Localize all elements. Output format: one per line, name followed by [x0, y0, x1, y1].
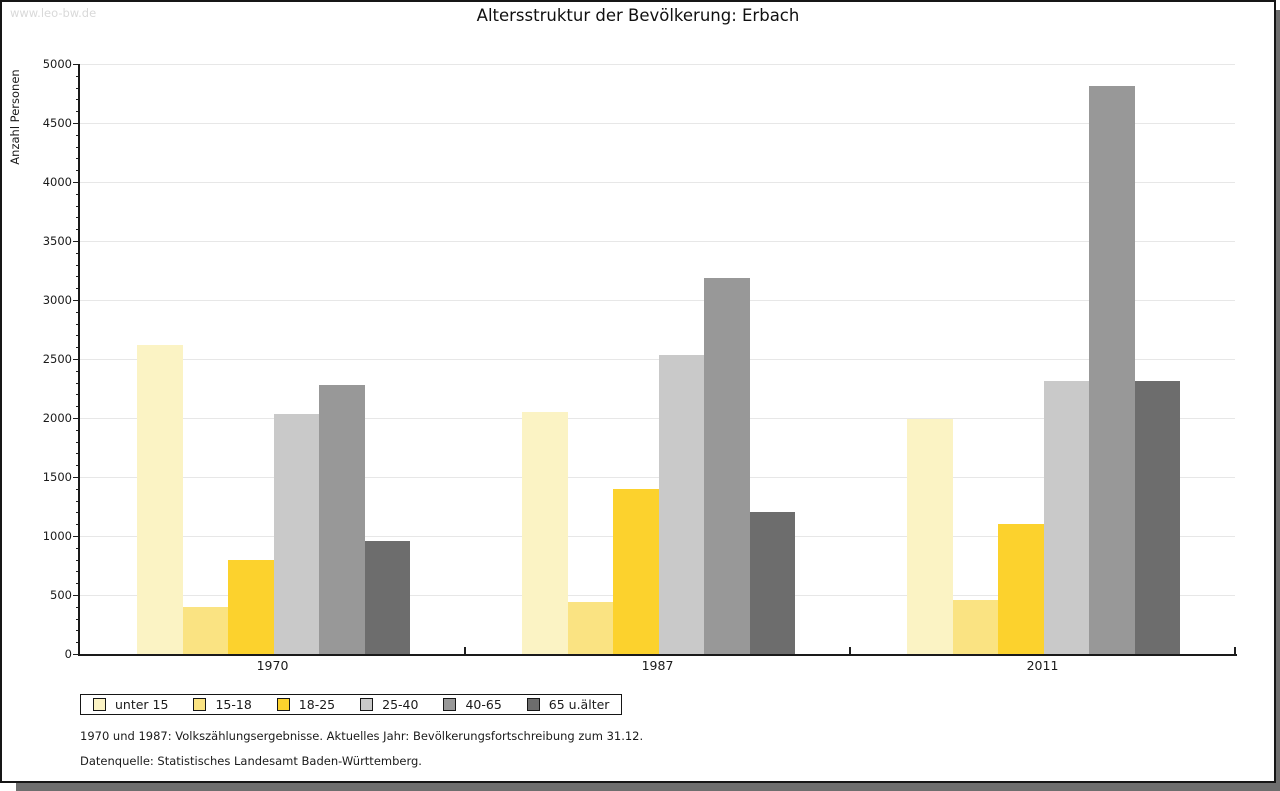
- footnote-line-2: Datenquelle: Statistisches Landesamt Bad…: [80, 754, 422, 768]
- x-category-label: 1970: [256, 658, 289, 673]
- legend-swatch: [193, 698, 207, 711]
- y-tick-label: 3500: [42, 234, 72, 248]
- chart-title: Altersstruktur der Bevölkerung: Erbach: [476, 6, 800, 25]
- y-major-tick: [73, 64, 80, 65]
- legend: unter 15 15-18 18-25 25-40 40-65 65 u.älter: [80, 694, 623, 715]
- bar-2011-25-40: [1043, 381, 1089, 654]
- bar-2011-15-18: [952, 600, 998, 654]
- gridline: [80, 300, 1235, 301]
- x-axis-line: [78, 654, 1237, 656]
- bar-1987-65-u.älter: [749, 512, 795, 654]
- gridline: [80, 418, 1235, 419]
- bar-1987-40-65: [704, 277, 750, 654]
- bar-1987-15-18: [567, 602, 613, 654]
- x-group-tick: [1234, 647, 1236, 654]
- x-group-tick: [849, 647, 851, 654]
- legend-item: unter 15: [93, 697, 168, 712]
- legend-swatch: [276, 698, 290, 711]
- legend-swatch: [526, 698, 540, 711]
- watermark: www.leo-bw.de: [10, 6, 97, 20]
- y-tick-label: 2500: [42, 352, 72, 366]
- gridline: [80, 477, 1235, 478]
- legend-item: 40-65: [443, 697, 502, 712]
- gridline: [80, 123, 1235, 124]
- bar-1970-unter-15: [137, 344, 183, 654]
- y-tick-label: 4500: [42, 116, 72, 130]
- y-tick-label: 1000: [42, 529, 72, 543]
- x-group-tick: [464, 647, 466, 654]
- y-axis-title: Anzahl Personen: [8, 69, 22, 165]
- legend-item: 18-25: [276, 697, 336, 712]
- legend-item: 15-18: [193, 697, 252, 712]
- y-major-tick: [73, 300, 80, 301]
- legend-item: 65 u.älter: [526, 697, 610, 712]
- y-tick-label: 0: [64, 647, 72, 661]
- bar-1970-15-18: [182, 606, 228, 654]
- drop-shadow-bottom: [16, 783, 1280, 791]
- x-category-label: 2011: [1026, 658, 1059, 673]
- bar-1987-25-40: [658, 355, 704, 654]
- y-major-tick: [73, 182, 80, 183]
- y-tick-label: 4000: [42, 175, 72, 189]
- y-tick-label: 500: [50, 588, 72, 602]
- legend-label: 18-25: [298, 697, 336, 712]
- y-tick-label: 1500: [42, 470, 72, 484]
- bar-1970-40-65: [319, 384, 365, 654]
- y-major-tick: [73, 654, 80, 655]
- gridline: [80, 359, 1235, 360]
- y-major-tick: [73, 536, 80, 537]
- gridline: [80, 241, 1235, 242]
- legend-label: 15-18: [215, 697, 252, 712]
- bar-1970-18-25: [228, 559, 274, 654]
- legend-swatch: [360, 698, 374, 711]
- bar-1987-unter-15: [522, 412, 568, 654]
- legend-item: 25-40: [360, 697, 418, 712]
- bar-2011-unter-15: [907, 419, 953, 654]
- legend-label: 40-65: [465, 697, 502, 712]
- footnote-line-1: 1970 und 1987: Volkszählungsergebnisse. …: [80, 729, 644, 743]
- bar-1970-25-40: [273, 414, 319, 654]
- y-tick-label: 3000: [42, 293, 72, 307]
- y-axis-line: [78, 64, 80, 656]
- y-major-tick: [73, 359, 80, 360]
- bar-2011-65-u.älter: [1134, 381, 1180, 654]
- y-major-tick: [73, 477, 80, 478]
- bar-2011-40-65: [1089, 86, 1135, 654]
- bar-1987-18-25: [613, 488, 659, 654]
- x-category-label: 1987: [641, 658, 674, 673]
- drop-shadow-right: [1276, 10, 1280, 783]
- y-major-tick: [73, 595, 80, 596]
- legend-swatch: [443, 698, 457, 711]
- bar-2011-18-25: [998, 524, 1044, 654]
- y-tick-label: 2000: [42, 411, 72, 425]
- y-major-tick: [73, 123, 80, 124]
- gridline: [80, 182, 1235, 183]
- legend-swatch: [93, 698, 106, 711]
- legend-label: 65 u.älter: [548, 697, 610, 712]
- gridline: [80, 64, 1235, 65]
- bar-1970-65-u.älter: [364, 540, 410, 654]
- legend-label: 25-40: [382, 697, 419, 712]
- y-major-tick: [73, 241, 80, 242]
- y-tick-label: 5000: [42, 57, 72, 71]
- legend-label: unter 15: [115, 697, 169, 712]
- y-major-tick: [73, 418, 80, 419]
